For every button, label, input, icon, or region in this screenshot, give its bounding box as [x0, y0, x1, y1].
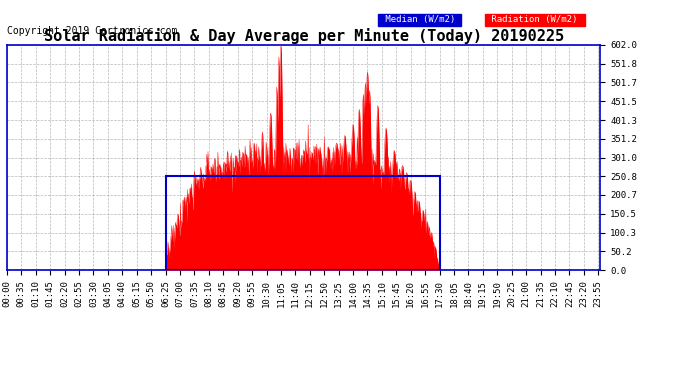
Bar: [166, 176, 440, 270]
Text: Copyright 2019 Cartronics.com: Copyright 2019 Cartronics.com: [7, 26, 177, 36]
Text: Radiation (W/m2): Radiation (W/m2): [486, 15, 583, 24]
Text: Median (W/m2): Median (W/m2): [380, 15, 460, 24]
Title: Solar Radiation & Day Average per Minute (Today) 20190225: Solar Radiation & Day Average per Minute…: [43, 28, 564, 44]
